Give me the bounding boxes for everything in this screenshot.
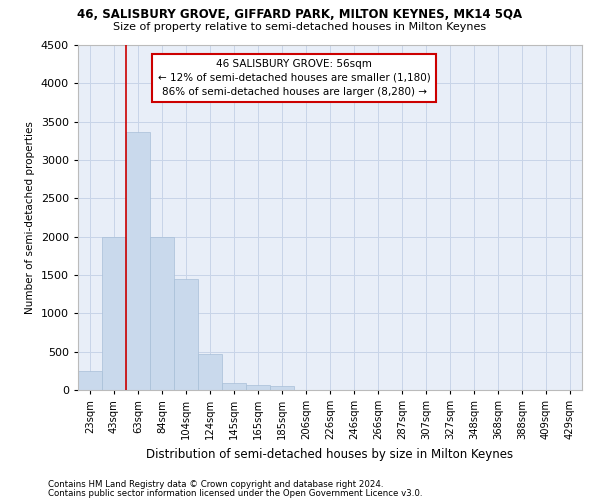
Bar <box>222 383 246 390</box>
Bar <box>198 354 222 390</box>
Text: Size of property relative to semi-detached houses in Milton Keynes: Size of property relative to semi-detach… <box>113 22 487 32</box>
Bar <box>102 236 126 390</box>
X-axis label: Distribution of semi-detached houses by size in Milton Keynes: Distribution of semi-detached houses by … <box>146 448 514 460</box>
Bar <box>270 386 294 390</box>
Bar <box>126 132 150 390</box>
Bar <box>246 385 270 390</box>
Text: 46, SALISBURY GROVE, GIFFARD PARK, MILTON KEYNES, MK14 5QA: 46, SALISBURY GROVE, GIFFARD PARK, MILTO… <box>77 8 523 20</box>
Bar <box>78 371 102 390</box>
Y-axis label: Number of semi-detached properties: Number of semi-detached properties <box>25 121 35 314</box>
Bar <box>150 236 174 390</box>
Bar <box>174 279 198 390</box>
Text: Contains public sector information licensed under the Open Government Licence v3: Contains public sector information licen… <box>48 488 422 498</box>
Text: 46 SALISBURY GROVE: 56sqm
← 12% of semi-detached houses are smaller (1,180)
86% : 46 SALISBURY GROVE: 56sqm ← 12% of semi-… <box>158 59 430 97</box>
Text: Contains HM Land Registry data © Crown copyright and database right 2024.: Contains HM Land Registry data © Crown c… <box>48 480 383 489</box>
